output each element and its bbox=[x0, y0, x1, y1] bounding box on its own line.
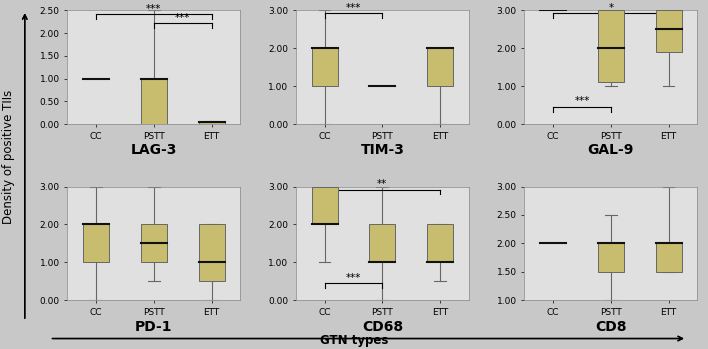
Bar bbox=[198, 224, 224, 281]
Text: ***: *** bbox=[346, 3, 361, 13]
Text: ***: *** bbox=[346, 273, 361, 283]
Text: **: ** bbox=[377, 179, 387, 189]
Text: *: * bbox=[608, 3, 613, 13]
Bar bbox=[83, 224, 109, 262]
Bar bbox=[656, 10, 682, 52]
Bar bbox=[312, 187, 338, 224]
Bar bbox=[370, 224, 395, 262]
X-axis label: LAG-3: LAG-3 bbox=[131, 143, 177, 157]
X-axis label: CD8: CD8 bbox=[595, 320, 627, 334]
Text: ***: *** bbox=[175, 13, 190, 23]
Bar bbox=[141, 79, 167, 124]
Bar bbox=[598, 243, 624, 272]
Bar bbox=[198, 121, 224, 124]
Bar bbox=[598, 10, 624, 82]
Text: ***: *** bbox=[574, 96, 590, 106]
Bar bbox=[427, 48, 453, 86]
Bar bbox=[427, 224, 453, 262]
X-axis label: GAL-9: GAL-9 bbox=[588, 143, 634, 157]
X-axis label: TIM-3: TIM-3 bbox=[360, 143, 404, 157]
Bar bbox=[312, 48, 338, 86]
Text: GTN types: GTN types bbox=[320, 334, 388, 347]
X-axis label: CD68: CD68 bbox=[362, 320, 403, 334]
Bar bbox=[141, 224, 167, 262]
Text: Density of positive TIIs: Density of positive TIIs bbox=[2, 90, 15, 224]
Bar bbox=[656, 243, 682, 272]
Text: ***: *** bbox=[146, 3, 161, 14]
X-axis label: PD-1: PD-1 bbox=[135, 320, 173, 334]
